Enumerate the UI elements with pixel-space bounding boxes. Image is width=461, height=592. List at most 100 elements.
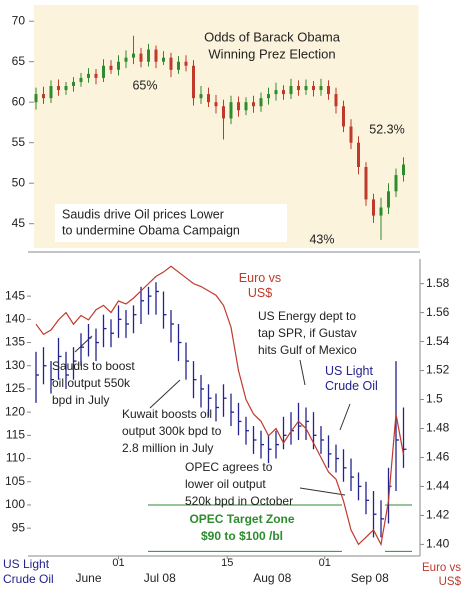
target-zone-label: OPEC Target Zone [189,512,294,526]
candle-body [312,86,315,91]
candle-body [402,164,405,176]
candle-body [379,207,383,216]
y-tick-label: 50 [12,175,26,189]
y-tick-label: 140 [5,312,25,326]
candle-body [42,94,45,99]
candle-body [94,73,98,78]
y-tick-label: 60 [12,94,26,108]
annotation: oil output 550k [52,376,131,390]
legend-label: Euro vs US$ [238,271,282,300]
candle-body [49,86,53,99]
candle-body [184,61,188,66]
candle-body [64,86,68,91]
month-label: Aug 08 [253,571,291,585]
y2-tick-label: 1.44 [426,479,450,493]
candle-body [154,49,158,62]
y-tick-label: 135 [5,335,25,349]
annotation: hits Gulf of Mexico [258,343,357,357]
candle-body [342,106,345,127]
annotation: lower oil output [185,477,266,491]
annotation: to undermine Obama Campaign [62,223,240,237]
y-tick-label: 95 [12,520,26,534]
annotation: 2.8 million in July [122,441,213,455]
y-tick-label: 65 [12,54,26,68]
candle-body [372,199,375,216]
y-tick-label: 70 [12,13,26,27]
candle-body [124,57,128,62]
candle-body [207,94,210,103]
candle-body [79,77,83,82]
y-tick-label: 115 [6,428,25,442]
candle-body [319,86,323,91]
candle-body [304,86,308,91]
pointer [299,487,346,496]
candle-body [364,167,368,200]
y2-tick-label: 1.5 [426,392,443,406]
y2-tick-label: 1.48 [426,421,450,435]
y2-tick-label: 1.58 [426,276,450,290]
annotation: bpd in July [52,393,109,407]
candle-body [177,61,180,70]
month-label: Sep 08 [351,571,389,585]
annotation: 520k bpd in October [185,494,293,508]
annotation: Saudis to boost [52,359,135,373]
y-tick-label: 55 [12,135,26,149]
euro-line [35,265,405,547]
candle-body [102,65,105,78]
candle-body [244,102,248,111]
pointer [149,379,181,409]
y2-tick-label: 1.52 [426,363,450,377]
y2-tick-label: 1.56 [426,305,450,319]
y-axis-label: US Light Crude Oil [3,557,54,586]
candle-body [57,86,60,91]
candle-body [357,142,360,167]
candle-body [199,94,203,99]
chart-title: Winning Prez Election [208,46,335,61]
candle-body [169,57,173,70]
annotation: Kuwait boosts oil [122,407,212,421]
pointer [299,359,306,386]
y2-axis-label: Euro vs US$ [422,562,461,588]
y-tick-label: 110 [6,451,25,465]
candle-body [117,61,120,70]
candle-body [132,53,135,58]
candle-body [229,102,233,119]
y2-tick-label: 1.54 [426,334,450,348]
candle-body [349,126,353,143]
y2-tick-label: 1.40 [426,537,450,551]
target-zone-label: $90 to $100 /bl [201,529,283,543]
x-tick-label: 01 [112,557,124,569]
candle-body [334,94,338,107]
y2-tick-label: 1.42 [426,508,450,522]
y-tick-label: 130 [5,358,25,372]
candle-body [34,94,38,103]
annotation: 43% [309,232,334,246]
annotation: output 300k bpd to [122,424,222,438]
annotation: OPEC agrees to [185,460,273,474]
month-label: June [75,571,101,585]
candle-body [282,90,285,95]
pointer [339,403,351,431]
pointer [74,335,93,353]
candle-body [274,90,278,95]
y-tick-label: 125 [5,381,25,395]
legend-label: US Light Crude Oil [325,364,378,393]
candle-body [289,86,293,95]
y-tick-label: 105 [5,474,25,488]
candle-body [267,94,270,99]
candle-body [192,65,195,99]
candle-body [394,175,398,192]
x-tick-label: 01 [319,557,331,569]
candle-body [72,81,75,86]
annotation: 52.3% [369,122,404,136]
y-tick-label: 45 [12,216,26,230]
annotation: Saudis drive Oil prices Lower [62,207,224,221]
candle-body [109,65,113,70]
candle-body [259,98,263,107]
annotation: 65% [132,78,157,92]
y-tick-label: 145 [5,288,25,302]
y2-tick-label: 1.46 [426,450,450,464]
candle-body [327,86,330,95]
